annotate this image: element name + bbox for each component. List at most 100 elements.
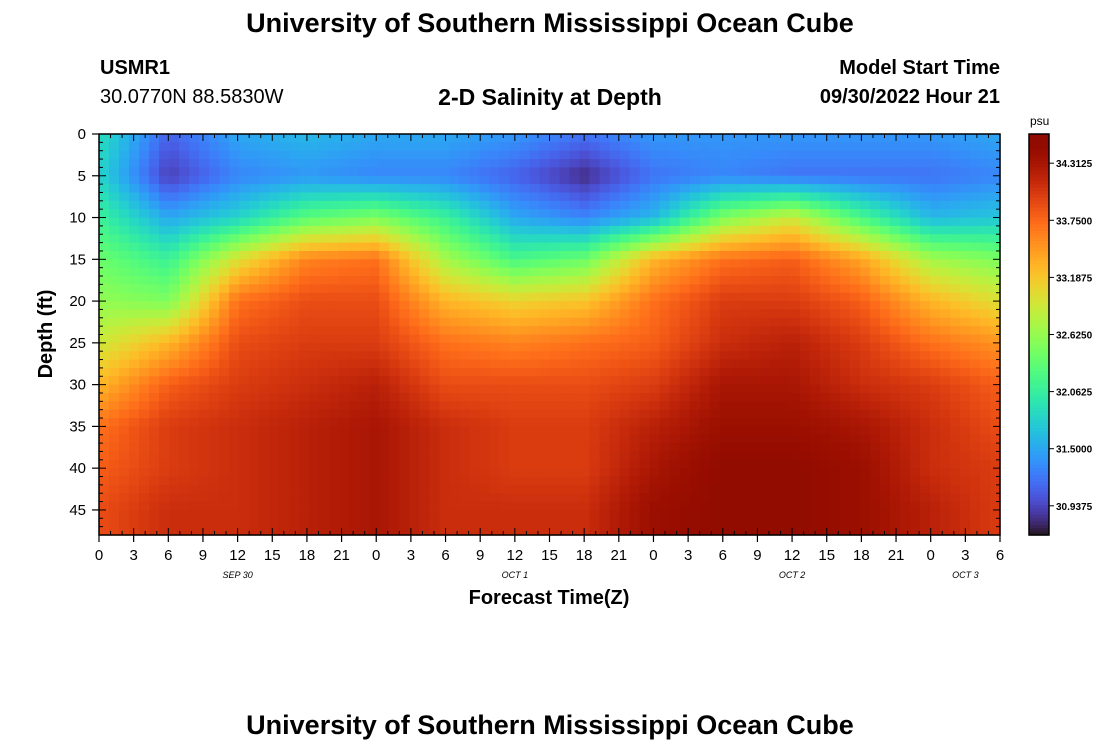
heatmap-cell bbox=[559, 509, 571, 519]
heatmap-cell bbox=[789, 376, 801, 386]
heatmap-cell bbox=[309, 242, 320, 252]
heatmap-cell bbox=[739, 200, 751, 210]
heatmap-cell bbox=[349, 384, 360, 394]
heatmap-cell bbox=[649, 384, 661, 394]
heatmap-cell bbox=[689, 309, 701, 319]
heatmap-cell bbox=[119, 401, 130, 411]
heatmap-cell bbox=[929, 526, 941, 536]
heatmap-cell bbox=[149, 334, 160, 344]
heatmap-cell bbox=[679, 159, 691, 169]
heatmap-cell bbox=[899, 234, 911, 244]
heatmap-cell bbox=[339, 292, 350, 302]
heatmap-cell bbox=[919, 292, 931, 302]
heatmap-cell bbox=[299, 342, 310, 352]
heatmap-cell bbox=[499, 134, 511, 143]
heatmap-cell bbox=[409, 518, 420, 528]
heatmap-cell bbox=[949, 276, 961, 285]
heatmap-cell bbox=[719, 167, 731, 177]
heatmap-cell bbox=[179, 317, 190, 327]
heatmap-cell bbox=[259, 225, 270, 235]
page-title: University of Southern Mississippi Ocean… bbox=[246, 8, 854, 38]
heatmap-cell bbox=[529, 342, 541, 352]
heatmap-cell bbox=[459, 134, 471, 143]
heatmap-cell bbox=[799, 501, 811, 511]
heatmap-cell bbox=[879, 476, 891, 486]
heatmap-cell bbox=[359, 418, 370, 427]
heatmap-cell bbox=[609, 459, 621, 469]
heatmap-cell bbox=[799, 468, 811, 478]
heatmap-cell bbox=[899, 142, 911, 152]
heatmap-cell bbox=[969, 217, 981, 227]
heatmap-cell bbox=[199, 443, 210, 453]
heatmap-cell bbox=[489, 434, 501, 444]
colorbar-segment bbox=[1029, 461, 1049, 466]
heatmap-cell bbox=[579, 200, 591, 210]
heatmap-cell bbox=[829, 418, 841, 427]
heatmap-cell bbox=[559, 200, 571, 210]
heatmap-cell bbox=[889, 142, 901, 152]
heatmap-cell bbox=[759, 376, 771, 386]
colorbar-segment bbox=[1029, 444, 1049, 449]
heatmap-cell bbox=[159, 443, 170, 453]
heatmap-cell bbox=[909, 409, 921, 419]
heatmap-cell bbox=[979, 459, 991, 469]
heatmap-cell bbox=[749, 217, 761, 227]
heatmap-cell bbox=[739, 259, 751, 269]
heatmap-cell bbox=[989, 200, 1001, 210]
heatmap-cell bbox=[759, 142, 771, 152]
heatmap-cell bbox=[889, 209, 901, 219]
heatmap-cell bbox=[359, 192, 370, 202]
heatmap-cell bbox=[899, 526, 911, 536]
heatmap-cell bbox=[759, 276, 771, 285]
heatmap-cell bbox=[619, 351, 631, 361]
heatmap-cell bbox=[809, 434, 821, 444]
colorbar-segment bbox=[1029, 434, 1049, 439]
heatmap-cell bbox=[559, 367, 571, 377]
heatmap-cell bbox=[909, 284, 921, 294]
heatmap-cell bbox=[359, 342, 370, 352]
heatmap-cell bbox=[159, 217, 170, 227]
heatmap-cell bbox=[579, 493, 591, 503]
heatmap-cell bbox=[429, 267, 440, 277]
heatmap-cell bbox=[229, 301, 240, 311]
heatmap-cell bbox=[789, 468, 801, 478]
heatmap-cell bbox=[559, 317, 571, 327]
heatmap-cell bbox=[289, 326, 300, 336]
heatmap-cell bbox=[359, 359, 370, 369]
heatmap-cell bbox=[99, 326, 110, 336]
heatmap-cell bbox=[679, 401, 691, 411]
heatmap-cell bbox=[799, 384, 811, 394]
heatmap-cell bbox=[869, 326, 881, 336]
heatmap-cell bbox=[119, 484, 130, 494]
heatmap-cell bbox=[789, 309, 801, 319]
heatmap-cell bbox=[609, 309, 621, 319]
heatmap-cell bbox=[579, 342, 591, 352]
heatmap-cell bbox=[569, 409, 581, 419]
heatmap-cell bbox=[239, 468, 250, 478]
heatmap-cell bbox=[239, 175, 250, 185]
heatmap-cell bbox=[159, 209, 170, 219]
heatmap-cell bbox=[479, 225, 491, 235]
heatmap-cell bbox=[689, 267, 701, 277]
heatmap-cell bbox=[209, 225, 220, 235]
colorbar-segment bbox=[1029, 184, 1049, 189]
heatmap-cell bbox=[699, 184, 711, 194]
heatmap-cell bbox=[919, 409, 931, 419]
heatmap-cell bbox=[799, 159, 811, 169]
colorbar-segment bbox=[1029, 134, 1049, 138]
heatmap-cell bbox=[169, 509, 180, 519]
heatmap-cell bbox=[859, 334, 871, 344]
colorbar-segment bbox=[1029, 511, 1049, 516]
heatmap-cell bbox=[469, 509, 481, 519]
heatmap-cell bbox=[399, 309, 410, 319]
heatmap-cell bbox=[479, 426, 491, 436]
colorbar-segment bbox=[1029, 287, 1049, 292]
heatmap-cell bbox=[819, 292, 831, 302]
heatmap-cell bbox=[649, 426, 661, 436]
heatmap-cell bbox=[849, 309, 861, 319]
heatmap-cell bbox=[579, 159, 591, 169]
heatmap-cell bbox=[909, 150, 921, 160]
heatmap-cell bbox=[359, 209, 370, 219]
heatmap-cell bbox=[569, 209, 581, 219]
heatmap-cell bbox=[439, 250, 450, 260]
